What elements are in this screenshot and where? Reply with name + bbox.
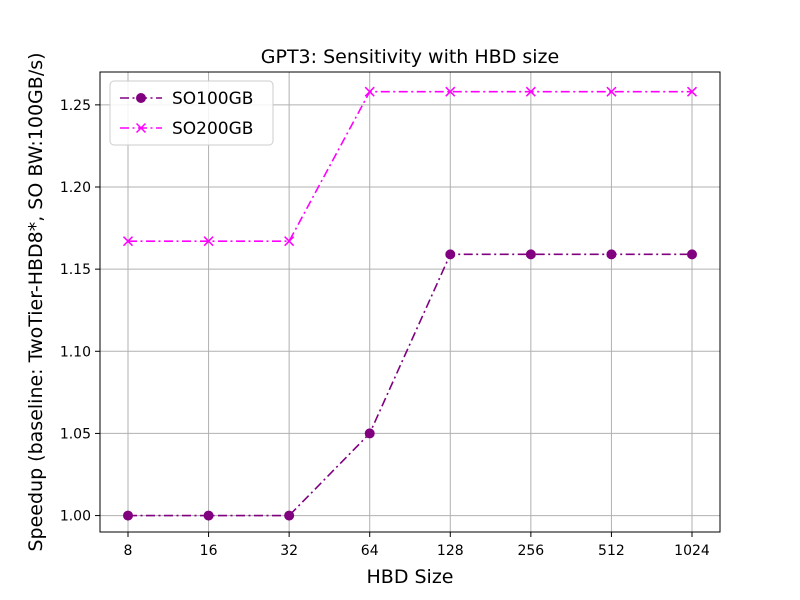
x-tick-label: 128 xyxy=(437,543,464,559)
legend-label: SO100GB xyxy=(172,89,253,109)
legend-marker xyxy=(136,93,146,103)
legend-box xyxy=(109,80,274,146)
data-point xyxy=(203,236,214,247)
x-marker-stroke xyxy=(445,86,456,97)
series-line xyxy=(128,90,692,243)
y-tick-label: 1.00 xyxy=(60,509,91,525)
y-axis-title: Speedup (baseline: TwoTier-HBD8*, SO BW:… xyxy=(25,52,47,551)
data-point xyxy=(445,249,456,260)
x-marker-stroke xyxy=(606,86,617,97)
data-point xyxy=(525,86,536,97)
data-point xyxy=(686,86,698,97)
data-point xyxy=(364,86,375,97)
data-point xyxy=(606,86,617,97)
data-point xyxy=(364,428,375,439)
x-axis-title: HBD Size xyxy=(367,566,454,588)
data-point xyxy=(203,510,214,521)
x-tick-label: 32 xyxy=(280,543,298,559)
data-point xyxy=(122,236,134,247)
x-marker-stroke xyxy=(284,236,295,247)
y-tick-label: 1.25 xyxy=(60,98,91,114)
x-marker-stroke xyxy=(122,236,134,247)
x-tick-label: 64 xyxy=(361,543,379,559)
y-tick-label: 1.10 xyxy=(60,344,91,360)
data-point xyxy=(525,249,536,260)
legend-label: SO200GB xyxy=(172,119,253,139)
data-point xyxy=(284,510,295,521)
x-marker-stroke xyxy=(525,86,536,97)
legend: SO100GB SO200GB xyxy=(109,80,274,146)
plot-frame xyxy=(99,71,721,533)
data-point xyxy=(606,249,617,260)
x-tick-label: 512 xyxy=(598,543,625,559)
data-point xyxy=(687,249,697,260)
x-marker-stroke xyxy=(135,122,147,134)
x-marker-stroke xyxy=(686,86,698,97)
data-point xyxy=(123,510,133,521)
series-layer xyxy=(122,86,698,521)
x-tick-label: 1024 xyxy=(674,543,710,559)
x-marker-stroke xyxy=(203,236,214,247)
y-tick-label: 1.20 xyxy=(60,180,91,196)
chart-title: GPT3: Sensitivity with HBD size xyxy=(261,46,559,68)
x-marker-stroke xyxy=(364,86,375,97)
y-tick-label: 1.15 xyxy=(60,262,91,278)
x-axis: 8 16 32 64 128 256 512 1024 xyxy=(124,532,710,559)
legend-marker xyxy=(135,122,147,134)
y-axis: 1.00 1.05 1.10 1.15 1.20 1.25 xyxy=(60,98,100,525)
data-point xyxy=(445,86,456,97)
x-tick-label: 16 xyxy=(200,543,218,559)
x-tick-label: 8 xyxy=(124,543,133,559)
data-point xyxy=(284,236,295,247)
series-line xyxy=(128,253,692,517)
y-tick-label: 1.05 xyxy=(60,426,91,442)
x-tick-label: 256 xyxy=(517,543,544,559)
